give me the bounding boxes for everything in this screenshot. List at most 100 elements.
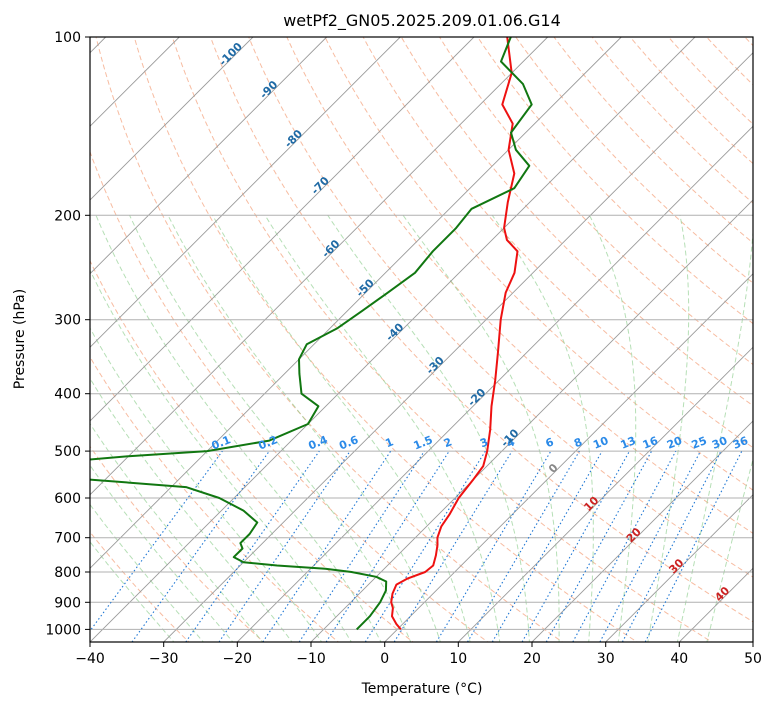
x-tick-label: −30	[149, 651, 179, 667]
moist-adiabat-line	[129, 215, 412, 642]
dry-adiabat-line	[90, 445, 265, 642]
mixing-ratio-lines	[90, 450, 743, 642]
mixing-ratio-label: 36	[731, 434, 750, 452]
isotherm-line	[90, 37, 254, 201]
dry-adiabat-line	[90, 531, 190, 642]
y-axis-ticks: 100 200 300 400 500 600 700 800 900 1000	[45, 30, 90, 638]
temperature-profile-line	[390, 37, 519, 631]
isotherm-line	[90, 37, 549, 496]
mixing-ratio-line	[572, 450, 677, 642]
mixing-ratio-label: 13	[619, 434, 638, 452]
moist-adiabat-line	[402, 215, 560, 642]
mixing-ratio-line	[325, 450, 450, 642]
dry-adiabat-line	[90, 259, 414, 642]
y-tick-label: 200	[54, 208, 81, 224]
moist-adiabat-line	[589, 215, 637, 642]
dry-adiabat-line	[209, 37, 753, 623]
y-tick-label: 300	[54, 313, 81, 329]
y-tick-label: 900	[54, 595, 81, 611]
dewpoint-profile-line	[90, 37, 533, 631]
y-tick-label: 1000	[45, 622, 81, 638]
x-tick-label: 30	[597, 651, 615, 667]
moist-adiabat-line	[167, 215, 441, 642]
moist-adiabat-line	[264, 215, 501, 642]
isotherm-line	[457, 346, 753, 642]
moist-adiabat-line	[90, 269, 352, 642]
moist-adiabat-line	[90, 377, 293, 642]
x-tick-label: −40	[75, 651, 105, 667]
grid-lines	[90, 37, 753, 642]
dry-adiabat-line	[248, 37, 753, 578]
moist-adiabat-line	[90, 422, 264, 642]
dry-adiabat-line	[591, 37, 753, 204]
x-tick-label: 20	[523, 651, 541, 667]
plot-area: 0.1 0.2 0.4 0.6 1 1.5 2 3 4 6 8 10 13 16 20 25 30 36-100-…	[90, 37, 753, 642]
mixing-ratio-label: 2	[442, 435, 454, 450]
x-tick-label: −10	[296, 651, 326, 667]
x-tick-label: 10	[449, 651, 467, 667]
moist-adiabat-line	[212, 215, 471, 642]
moist-adiabat-line	[90, 464, 234, 642]
chart-title: wetPf2_GN05.2025.209.01.06.G14	[283, 11, 561, 31]
dry-adiabat-line	[400, 37, 753, 407]
mixing-ratio-line	[467, 450, 580, 642]
mixing-ratio-line	[435, 450, 552, 642]
dry-adiabats	[90, 37, 753, 642]
mixing-ratio-label: 25	[690, 434, 709, 452]
mixing-ratio-line	[521, 450, 630, 642]
dry-adiabat-line	[95, 37, 564, 642]
isotherm-line	[90, 37, 475, 422]
y-axis-label: Pressure (hPa)	[12, 289, 28, 389]
moist-adiabat-line	[90, 327, 323, 642]
dry-adiabat-line	[286, 37, 753, 534]
mixing-ratio-label: 16	[641, 434, 660, 452]
isotherm-line	[90, 37, 696, 642]
mixing-ratio-line	[393, 450, 513, 642]
dry-adiabat-line	[438, 37, 753, 366]
dry-adiabat-line	[133, 37, 638, 642]
mixing-ratio-label: 10	[591, 434, 610, 452]
isotherm-line	[90, 37, 622, 569]
moist-adiabat-line	[491, 215, 594, 642]
y-tick-label: 800	[54, 565, 81, 581]
x-tick-label: 40	[670, 651, 688, 667]
isotherm-line	[310, 199, 753, 642]
y-tick-label: 500	[54, 444, 81, 460]
y-tick-label: 400	[54, 387, 81, 403]
moist-adiabat-line	[90, 540, 175, 642]
sounding-series	[90, 37, 533, 631]
moist-adiabat-line	[90, 503, 204, 642]
isotherm-line	[384, 273, 753, 642]
x-tick-label: 0	[380, 651, 389, 667]
moist-adiabats	[90, 215, 753, 642]
y-tick-label: 100	[54, 30, 81, 46]
mixing-ratio-line	[218, 450, 351, 642]
mixing-ratio-label: 1	[383, 435, 395, 450]
mixing-ratio-label: 8	[572, 435, 584, 450]
mixing-ratio-line	[185, 450, 320, 642]
isotherm-line	[605, 494, 753, 642]
x-axis-ticks: −40 −30 −20 −10 0 10 20 30 40 50	[75, 642, 762, 667]
mixing-ratio-line	[545, 450, 653, 642]
x-tick-label: 50	[744, 651, 762, 667]
moist-adiabat-line	[676, 226, 753, 642]
y-tick-label: 700	[54, 531, 81, 547]
isotherm-line	[531, 420, 753, 642]
isotherm-line	[90, 37, 401, 348]
x-tick-label: −20	[223, 651, 253, 667]
x-axis-label: Temperature (°C)	[361, 681, 483, 697]
moist-adiabat-line	[95, 215, 382, 642]
y-tick-label: 600	[54, 491, 81, 507]
isotherm-line	[163, 52, 753, 642]
mixing-ratio-label: 30	[710, 434, 729, 452]
mixing-ratio-line	[491, 450, 603, 642]
dry-adiabat-line	[90, 150, 489, 642]
mixing-ratio-label: 20	[665, 434, 684, 452]
isotherm-line	[236, 125, 753, 642]
isotherm-line	[90, 37, 328, 275]
dry-adiabat-line	[515, 37, 753, 284]
moist-adiabat-line	[327, 215, 530, 642]
moist-adiabat-line	[706, 457, 753, 642]
